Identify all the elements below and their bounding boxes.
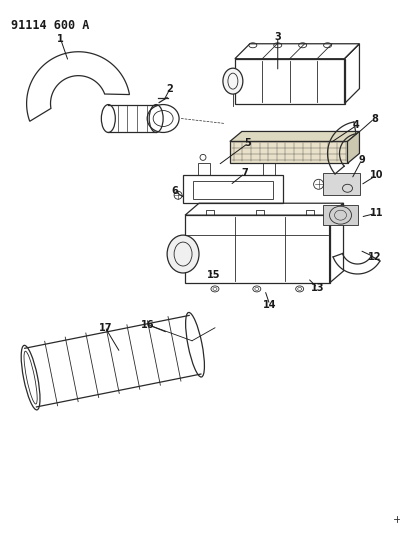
Text: 7: 7 (241, 168, 248, 179)
Text: 9: 9 (358, 155, 365, 165)
Text: 12: 12 (368, 252, 381, 262)
Text: 15: 15 (207, 270, 221, 280)
Polygon shape (230, 132, 360, 141)
Polygon shape (347, 132, 360, 163)
Text: 2: 2 (167, 84, 173, 94)
Polygon shape (323, 173, 360, 195)
Text: 91114 600 A: 91114 600 A (11, 19, 89, 32)
Text: 1: 1 (57, 34, 64, 44)
Text: 17: 17 (98, 323, 112, 333)
Text: 3: 3 (274, 32, 281, 42)
Text: 5: 5 (245, 139, 251, 148)
Text: 14: 14 (263, 300, 277, 310)
Text: 8: 8 (371, 114, 378, 124)
Text: 11: 11 (370, 208, 383, 218)
Text: 13: 13 (311, 283, 324, 293)
Text: 6: 6 (172, 186, 179, 196)
Text: 10: 10 (370, 171, 383, 180)
Ellipse shape (167, 235, 199, 273)
Ellipse shape (223, 68, 243, 94)
Text: 4: 4 (353, 120, 360, 131)
Polygon shape (323, 205, 358, 225)
Text: 16: 16 (141, 320, 155, 330)
Polygon shape (230, 141, 347, 163)
